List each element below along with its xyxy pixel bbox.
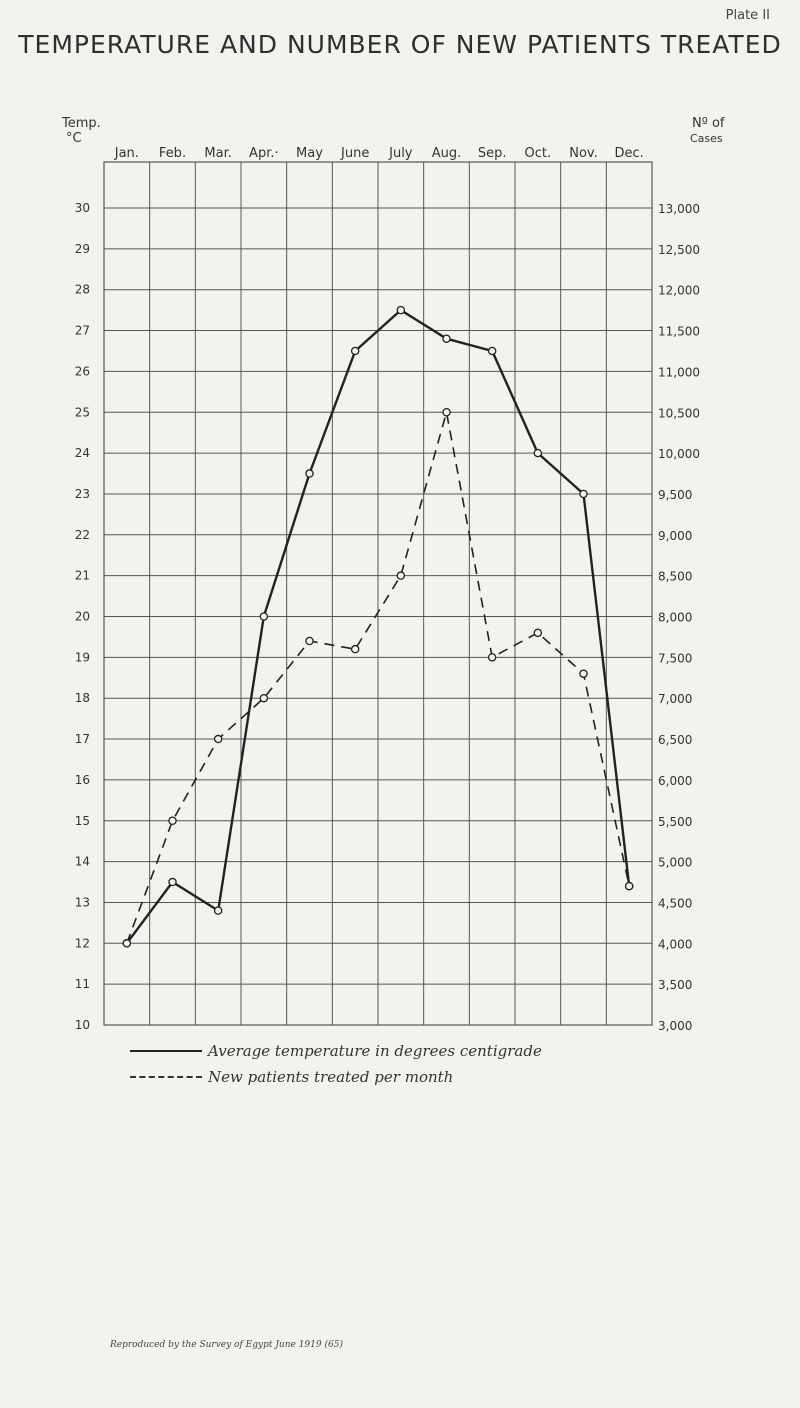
x-tick-label: Oct. <box>525 146 552 161</box>
y-left-tick-label: 19 <box>75 650 90 664</box>
y-left-tick-label: 11 <box>75 977 90 991</box>
y-right-tick-label: 12,000 <box>658 284 700 298</box>
data-point-patients <box>579 669 588 678</box>
y-left-tick-label: 23 <box>75 487 90 501</box>
footer-credit: Reproduced by the Survey of Egypt June 1… <box>110 1340 343 1350</box>
y-left-tick-label: 28 <box>75 283 90 297</box>
y-right-tick-label: 10,500 <box>658 406 700 420</box>
x-tick-label: Jan. <box>114 146 139 161</box>
y-right-tick-label: 10,000 <box>658 447 700 461</box>
y-right-tick-label: 3,000 <box>658 1019 692 1033</box>
y-right-tick-label: 6,000 <box>658 774 692 788</box>
data-point-patients <box>168 816 177 826</box>
data-point-patients <box>442 407 451 417</box>
legend: Average temperature in degrees centigrad… <box>130 1038 542 1090</box>
y-left-tick-label: 17 <box>75 732 90 746</box>
data-point-temperature <box>579 489 588 499</box>
data-point-patients <box>487 653 497 662</box>
y-right-tick-label: 3,500 <box>658 978 692 992</box>
data-point-temperature <box>487 346 497 356</box>
data-point-patients <box>213 734 223 744</box>
x-tick-label: Dec. <box>615 146 644 161</box>
y-left-tick-label: 27 <box>75 324 90 338</box>
y-right-tick-label: 9,500 <box>658 488 692 502</box>
x-tick-label: Feb. <box>159 146 186 161</box>
data-point-temperature <box>168 877 177 887</box>
y-right-tick-label: 7,500 <box>658 651 692 665</box>
y-right-tick-label: 8,500 <box>658 570 692 584</box>
data-point-patients <box>350 644 360 654</box>
y-right-tick-label: 6,500 <box>658 733 692 747</box>
y-left-tick-label: 18 <box>75 691 90 705</box>
y-left-tick-label: 12 <box>75 936 90 950</box>
y-left-label-line1: Temp. <box>62 116 101 131</box>
y-right-tick-label: 13,000 <box>658 202 700 216</box>
y-right-tick-label: 11,000 <box>658 365 700 379</box>
y-right-tick-label: 12,500 <box>658 243 700 257</box>
data-point-patients <box>259 693 269 703</box>
y-right-label-line2: Cases <box>690 132 723 145</box>
data-point-temperature <box>442 334 451 343</box>
legend-swatch-dashed <box>130 1076 202 1078</box>
data-point-temperature <box>213 906 223 915</box>
y-right-label-line1: Nº of <box>692 116 725 131</box>
series-line-patients <box>126 411 630 944</box>
plate-label: Plate II <box>725 8 770 23</box>
data-point-patients <box>533 628 543 638</box>
y-right-label: Nº of Cases <box>690 116 725 146</box>
x-tick-label: Mar. <box>204 146 231 161</box>
legend-item-temperature: Average temperature in degrees centigrad… <box>130 1038 542 1064</box>
x-tick-label: Aug. <box>432 146 462 161</box>
data-point-patients <box>305 636 314 646</box>
series-line-temperature <box>125 308 631 945</box>
y-right-tick-label: 7,000 <box>658 692 692 706</box>
y-right-tick-label: 4,500 <box>658 896 692 910</box>
x-tick-label: May <box>296 146 323 161</box>
y-left-tick-label: 16 <box>75 773 90 787</box>
y-left-tick-label: 29 <box>75 242 90 256</box>
data-point-temperature <box>305 469 314 478</box>
data-point-temperature <box>396 305 406 315</box>
chart-title: TEMPERATURE AND NUMBER OF NEW PATIENTS T… <box>18 30 782 59</box>
y-right-tick-label: 5,000 <box>658 856 692 870</box>
y-right-tick-label: 11,500 <box>658 325 700 339</box>
legend-item-patients: New patients treated per month <box>130 1064 542 1090</box>
data-point-temperature <box>350 346 360 356</box>
y-left-label-line2: °C <box>66 131 82 146</box>
y-left-tick-label: 13 <box>75 895 90 909</box>
y-right-tick-label: 8,000 <box>658 611 692 625</box>
data-point-patients <box>122 939 132 948</box>
y-left-tick-label: 10 <box>75 1018 90 1032</box>
legend-label-temperature: Average temperature in degrees centigrad… <box>208 1042 542 1060</box>
x-tick-label: Apr.· <box>249 146 279 161</box>
data-point-patients <box>624 881 634 891</box>
x-tick-label: Sep. <box>478 146 507 161</box>
legend-label-patients: New patients treated per month <box>208 1068 454 1086</box>
y-left-tick-label: 20 <box>75 610 90 624</box>
y-left-tick-label: 21 <box>75 569 90 583</box>
y-left-tick-label: 15 <box>75 814 90 828</box>
y-left-tick-label: 30 <box>75 201 90 215</box>
data-point-temperature <box>533 448 543 458</box>
y-right-tick-label: 5,500 <box>658 815 692 829</box>
y-left-tick-label: 25 <box>75 405 90 419</box>
y-right-tick-label: 4,000 <box>658 937 692 951</box>
x-tick-label: June <box>340 146 369 161</box>
y-left-label: Temp. °C <box>62 116 101 146</box>
x-tick-label: Nov. <box>569 146 598 161</box>
y-left-tick-label: 14 <box>75 855 90 869</box>
y-right-tick-label: 9,000 <box>658 529 692 543</box>
y-left-tick-label: 22 <box>75 528 90 542</box>
y-left-tick-label: 24 <box>75 446 90 460</box>
legend-swatch-solid <box>130 1050 202 1052</box>
data-point-temperature <box>259 612 269 621</box>
data-point-patients <box>396 571 406 580</box>
x-tick-label: July <box>388 146 413 161</box>
y-left-tick-label: 26 <box>75 364 90 378</box>
